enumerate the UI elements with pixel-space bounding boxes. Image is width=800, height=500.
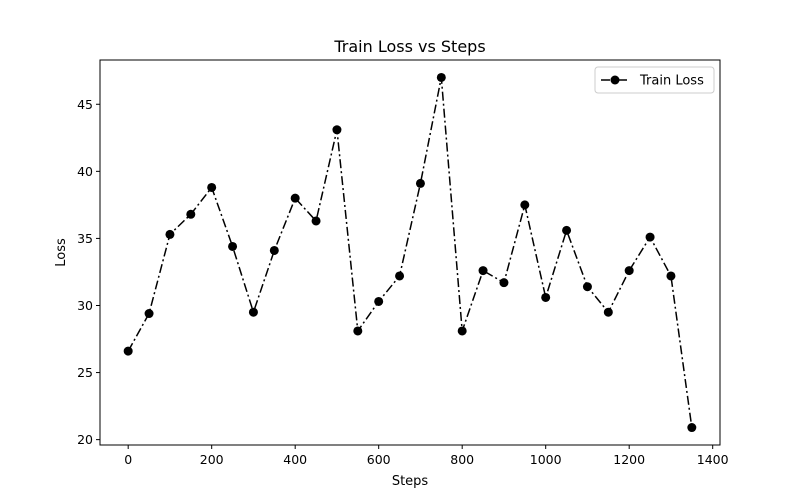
x-tick-label: 400 xyxy=(283,452,307,467)
data-point xyxy=(457,326,467,336)
x-tick-label: 0 xyxy=(124,452,132,467)
series-line-0 xyxy=(127,76,693,428)
data-point xyxy=(582,282,592,292)
data-point xyxy=(290,193,300,203)
y-tick-label: 30 xyxy=(77,298,93,313)
x-tick-label: 1000 xyxy=(530,452,562,467)
data-point xyxy=(123,346,133,356)
data-point xyxy=(687,423,697,433)
data-point xyxy=(207,182,217,192)
plot-frame xyxy=(99,59,721,446)
data-point xyxy=(165,229,175,239)
data-point xyxy=(228,241,238,251)
data-point xyxy=(332,125,342,135)
data-point xyxy=(520,200,530,210)
data-point xyxy=(353,326,363,336)
data-point xyxy=(499,278,509,288)
y-tick-label: 35 xyxy=(77,231,93,246)
x-tick-label: 800 xyxy=(450,452,474,467)
y-tick-label: 25 xyxy=(77,365,93,380)
y-tick-label: 45 xyxy=(77,97,93,112)
x-tick-label: 600 xyxy=(367,452,391,467)
data-point xyxy=(541,292,551,302)
data-point xyxy=(374,296,384,306)
x-tick-label: 1400 xyxy=(697,452,729,467)
data-point xyxy=(666,271,676,281)
data-point xyxy=(395,271,405,281)
axis-ticks: 0 200 400 600 800 1000 1200 1400 20 25 30 35 40 45 xyxy=(77,97,729,467)
data-point xyxy=(603,307,613,317)
data-point xyxy=(645,232,655,242)
data-point xyxy=(436,72,446,82)
data-point xyxy=(269,245,279,255)
x-tick-label: 200 xyxy=(200,452,224,467)
plot-area xyxy=(123,72,697,433)
y-tick-label: 40 xyxy=(77,164,93,179)
x-axis-label: Steps xyxy=(392,474,429,489)
legend: Train Loss xyxy=(594,66,715,94)
chart-title: Train Loss vs Steps xyxy=(333,37,485,56)
data-point xyxy=(415,178,425,188)
data-point xyxy=(248,307,258,317)
y-tick-label: 20 xyxy=(77,432,93,447)
legend-marker-sample xyxy=(610,75,620,85)
data-point xyxy=(562,225,572,235)
legend-label-train-loss: Train Loss xyxy=(639,74,704,89)
data-point xyxy=(144,309,154,319)
legend-frame xyxy=(594,66,715,94)
x-tick-label: 1200 xyxy=(613,452,645,467)
data-point xyxy=(624,266,634,276)
data-point xyxy=(478,266,488,276)
y-axis-label: Loss xyxy=(54,238,69,267)
data-point xyxy=(186,209,196,219)
data-point xyxy=(311,216,321,226)
